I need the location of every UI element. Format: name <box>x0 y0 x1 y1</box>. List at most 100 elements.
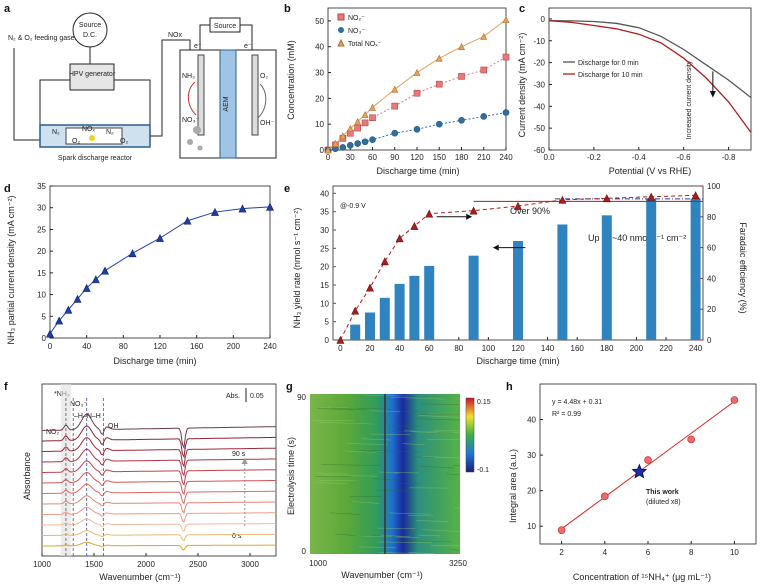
panel-g-heatmap: g 0.15 -0.1 90 0 1000 3250 Wavenumber (c… <box>282 376 500 586</box>
chart-b-svg: b Discharge time (min) Concentration (mM… <box>284 3 513 176</box>
heatmap-streak <box>370 433 411 436</box>
legend-no3: NO₃⁻ <box>348 28 365 35</box>
heatmap-streak <box>321 464 381 466</box>
heatmap-streak <box>346 443 388 445</box>
fe-point <box>514 201 522 210</box>
chart-g-ybottom: 0 <box>302 547 307 556</box>
data-point <box>730 396 739 404</box>
fe-point <box>469 206 478 215</box>
x-tick-label: 120 <box>410 153 424 162</box>
panel-c-label: c <box>519 3 525 15</box>
y-tick-label-right: 80 <box>707 213 716 222</box>
nox-label: NOx <box>168 32 183 39</box>
fit-line <box>561 400 735 530</box>
x-tick-label: 100 <box>482 344 496 353</box>
ir-spectrum <box>42 506 276 523</box>
x-tick-label: 90 <box>390 153 399 162</box>
chart-g-xend: 3250 <box>449 559 467 568</box>
anode <box>251 54 259 136</box>
ir-spectrum <box>42 460 276 487</box>
chart-c-svg: c Potential (V vs RHE) Current density (… <box>517 3 752 176</box>
x-tick-label: 0 <box>48 342 53 351</box>
yield-bar <box>468 255 479 340</box>
data-point <box>435 54 443 62</box>
data-point <box>354 124 361 132</box>
cathode <box>197 54 205 136</box>
heatmap-streak <box>422 529 461 532</box>
data-point <box>354 140 361 147</box>
data-point <box>502 15 510 23</box>
legend-no3-marker <box>338 27 344 33</box>
heatmap-streak <box>404 430 460 433</box>
x-tick-label: 40 <box>82 342 91 351</box>
y-tick-label: -30 <box>533 80 545 89</box>
source2-label: Source <box>214 23 236 30</box>
chart-f-scale-value: 0.05 <box>250 393 264 400</box>
reactor-species-1: N₂ <box>52 129 60 136</box>
heatmap-streak <box>395 482 421 485</box>
peak-label-hnh: –H–N–H <box>74 413 101 420</box>
fe-point <box>647 192 656 201</box>
heatmap-streak <box>408 552 436 555</box>
data-point <box>391 102 399 110</box>
y-tick-label: 10 <box>37 291 46 300</box>
heatmap-streak <box>355 407 394 410</box>
chart-h-svg: h Concentration of ¹⁵NH₄⁺ (μg mL⁻¹) Inte… <box>506 381 757 582</box>
yield-bar <box>690 198 701 340</box>
ir-spectrum <box>42 541 276 551</box>
x-tick-label: 2 <box>559 548 564 557</box>
partial-current-line <box>49 206 271 334</box>
data-point <box>435 120 443 128</box>
data-point <box>391 129 399 137</box>
panel-a-schematic: a N₂ & O₂ feeding gases Source D.C. HPV … <box>0 0 295 170</box>
data-point <box>354 117 362 125</box>
chart-b-xlabel: Discharge time (min) <box>376 166 459 176</box>
x-tick-label: 40 <box>395 344 404 353</box>
chart-f-ylabel: Absorbance <box>22 452 32 500</box>
heatmap-streak <box>317 408 354 411</box>
no3-label: NO₃⁻ <box>182 117 199 124</box>
chart-e-ylabel-left: NH₃ yield rate (nmol s⁻¹ cm⁻²) <box>292 208 302 329</box>
chart-f-scale: Abs. <box>226 393 240 400</box>
fe-point <box>336 335 345 344</box>
yield-bar <box>557 224 568 340</box>
data-point <box>369 136 376 143</box>
electron-label-1: e⁻ <box>194 43 202 50</box>
chart-e-annot-yield: Up to ~40 nmol s⁻¹ cm⁻² <box>588 233 686 243</box>
y-tick-label: 20 <box>527 487 536 496</box>
data-point <box>238 204 247 213</box>
fe-point <box>410 221 419 230</box>
x-tick-label: 1500 <box>85 560 103 569</box>
x-tick-label: 1000 <box>33 560 51 569</box>
panel-d-label: d <box>4 183 11 195</box>
chart-f-xlabel: Wavenumber (cm⁻¹) <box>99 572 180 582</box>
x-tick-label: 240 <box>499 153 513 162</box>
data-point <box>413 126 421 133</box>
heatmap-streak <box>389 512 431 515</box>
wire-cell-left <box>199 24 210 55</box>
gas-inlet <box>13 48 40 141</box>
x-tick-label: 3000 <box>241 560 259 569</box>
x-tick-label: 80 <box>454 344 463 353</box>
bubble <box>187 139 193 145</box>
heatmap-streak <box>358 450 385 453</box>
lsv-curve-0 <box>548 20 752 99</box>
panel-b-label: b <box>284 3 291 15</box>
panel-h-chart: h Concentration of ¹⁵NH₄⁺ (μg mL⁻¹) Inte… <box>500 376 764 586</box>
y-tick-label: -10 <box>533 37 545 46</box>
y-tick-label: 20 <box>37 247 46 256</box>
reactor-species-2: NOₓ <box>82 126 96 133</box>
chart-g-xstart: 1000 <box>309 559 327 568</box>
heatmap-streak <box>361 438 392 441</box>
chart-c-xlabel: Potential (V vs RHE) <box>609 166 692 176</box>
x-tick-label: 6 <box>646 548 651 557</box>
heatmap-streak <box>317 472 349 475</box>
heatmap-streak <box>448 548 461 551</box>
y-tick-label-right: 100 <box>707 182 721 191</box>
chart-g-ytop: 90 <box>297 393 306 402</box>
ir-spectrum <box>42 471 276 496</box>
heatmap-streak <box>416 520 448 522</box>
peak-label-oh: OH <box>108 423 119 430</box>
y-tick-label-left: 0 <box>325 336 330 345</box>
data-point <box>391 85 399 93</box>
